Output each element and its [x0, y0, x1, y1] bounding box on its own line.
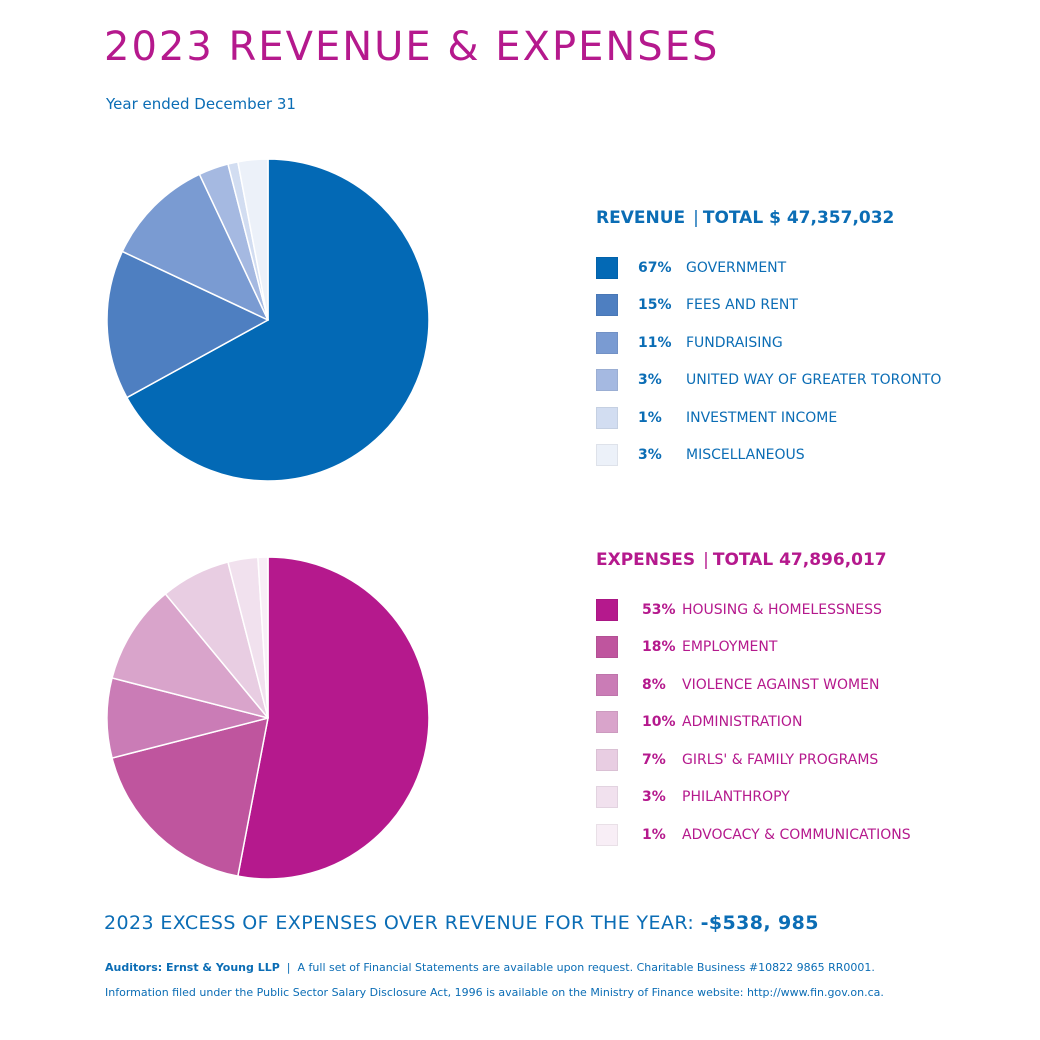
- revenue-legend-rows: 67% GOVERNMENT 15% FEES AND RENT 11% FUNDRAIS…: [596, 249, 941, 474]
- expenses-total: TOTAL 47,896,017: [712, 550, 887, 570]
- revenue-heading-separator: |: [693, 208, 699, 228]
- expenses-legend-percent: 1%: [642, 826, 666, 843]
- expenses-slice-housing-homelessness: [237, 556, 430, 880]
- revenue-legend-percent: 3%: [638, 447, 662, 464]
- page-title: 2023 REVENUE & EXPENSES: [104, 24, 720, 70]
- revenue-legend-swatch: [596, 256, 618, 279]
- excess-label: 2023 EXCESS OF EXPENSES OVER REVENUE FOR…: [104, 912, 701, 934]
- page-subtitle: Year ended December 31: [106, 95, 296, 113]
- expenses-legend-item: 7% GIRLS' & FAMILY PROGRAMS: [596, 741, 911, 779]
- revenue-pie-chart: [106, 158, 430, 482]
- expenses-slice-administration: [111, 593, 269, 719]
- expenses-legend-percent: 10%: [642, 714, 676, 731]
- footer-separator: |: [286, 961, 291, 974]
- expenses-legend: EXPENSES | TOTAL 47,896,017 53% HOUSING & H…: [596, 548, 911, 854]
- footer-line-1: Auditors: Ernst & Young LLP | A full set…: [105, 961, 875, 974]
- revenue-total: TOTAL $ 47,357,032: [702, 208, 895, 228]
- expenses-legend-item: 3% PHILANTHROPY: [596, 779, 911, 817]
- expenses-legend-percent: 18%: [642, 639, 676, 656]
- expenses-legend-percent: 3%: [642, 789, 666, 806]
- expenses-legend-swatch: [596, 711, 618, 734]
- expenses-legend-percent: 8%: [642, 676, 666, 693]
- excess-amount: -$538, 985: [700, 912, 819, 934]
- expenses-legend-heading: EXPENSES | TOTAL 47,896,017: [596, 548, 911, 572]
- excess-statement: 2023 EXCESS OF EXPENSES OVER REVENUE FOR…: [104, 912, 819, 934]
- expenses-legend-label: GIRLS' & FAMILY PROGRAMS: [682, 751, 879, 768]
- revenue-legend-item: 15% FEES AND RENT: [596, 287, 941, 325]
- expenses-pie-chart: [106, 556, 430, 880]
- expenses-legend-label: ADMINISTRATION: [682, 714, 803, 731]
- expenses-heading: EXPENSES: [596, 550, 696, 570]
- expenses-legend-item: 18% EMPLOYMENT: [596, 629, 911, 667]
- revenue-legend-item: 67% GOVERNMENT: [596, 249, 941, 287]
- revenue-legend-label: GOVERNMENT: [686, 259, 787, 276]
- expenses-slice-advocacy-communications: [257, 556, 269, 719]
- expenses-legend-label: ADVOCACY & COMMUNICATIONS: [682, 826, 911, 843]
- expenses-legend-item: 1% ADVOCACY & COMMUNICATIONS: [596, 816, 911, 854]
- revenue-slice-government: [126, 158, 430, 482]
- expenses-legend-percent: 7%: [642, 751, 666, 768]
- revenue-legend-label: UNITED WAY OF GREATER TORONTO: [686, 372, 942, 389]
- revenue-legend-item: 3% UNITED WAY OF GREATER TORONTO: [596, 362, 941, 400]
- revenue-legend-swatch: [596, 406, 618, 429]
- revenue-legend-percent: 1%: [638, 409, 662, 426]
- revenue-legend-item: 11% FUNDRAISING: [596, 324, 941, 362]
- expenses-legend-item: 53% HOUSING & HOMELESSNESS: [596, 591, 911, 629]
- expenses-legend-item: 10% ADMINISTRATION: [596, 704, 911, 742]
- revenue-legend-percent: 3%: [638, 372, 662, 389]
- expenses-legend-label: VIOLENCE AGAINST WOMEN: [682, 676, 880, 693]
- expenses-legend-swatch: [596, 786, 618, 809]
- revenue-legend-label: FEES AND RENT: [686, 297, 798, 314]
- footer-statements-note: A full set of Financial Statements are a…: [297, 961, 875, 974]
- expenses-legend-swatch: [596, 823, 618, 846]
- revenue-slice-fees-and-rent: [106, 250, 269, 399]
- expenses-legend-item: 8% VIOLENCE AGAINST WOMEN: [596, 666, 911, 704]
- revenue-heading: REVENUE: [596, 208, 686, 228]
- revenue-legend-swatch: [596, 369, 618, 392]
- revenue-legend-label: INVESTMENT INCOME: [686, 409, 838, 426]
- expenses-legend-label: EMPLOYMENT: [682, 639, 778, 656]
- revenue-legend-swatch: [596, 331, 618, 354]
- revenue-legend-percent: 67%: [638, 259, 672, 276]
- revenue-legend-swatch: [596, 444, 618, 467]
- revenue-legend-swatch: [596, 294, 618, 317]
- expenses-slice-employment: [111, 717, 269, 877]
- revenue-legend: REVENUE | TOTAL $ 47,357,032 67% GOVERNMENT…: [596, 206, 941, 474]
- expenses-legend-swatch: [596, 673, 618, 696]
- revenue-legend-item: 3% MISCELLANEOUS: [596, 437, 941, 475]
- revenue-slice-fundraising: [121, 173, 269, 321]
- expenses-legend-swatch: [596, 598, 618, 621]
- expenses-legend-swatch: [596, 748, 618, 771]
- expenses-heading-separator: |: [703, 550, 709, 570]
- footer-disclosure-note: Information filed under the Public Secto…: [105, 986, 884, 999]
- expenses-legend-swatch: [596, 636, 618, 659]
- expenses-legend-percent: 53%: [642, 601, 676, 618]
- revenue-legend-label: MISCELLANEOUS: [686, 447, 805, 464]
- expenses-legend-rows: 53% HOUSING & HOMELESSNESS 18% EMPLOYMENT 8%…: [596, 591, 911, 854]
- footer-line-2: Information filed under the Public Secto…: [105, 986, 884, 999]
- revenue-legend-percent: 15%: [638, 297, 672, 314]
- revenue-legend-item: 1% INVESTMENT INCOME: [596, 399, 941, 437]
- revenue-slice-miscellaneous: [237, 158, 269, 321]
- expenses-legend-label: PHILANTHROPY: [682, 789, 790, 806]
- expenses-legend-label: HOUSING & HOMELESSNESS: [682, 601, 882, 618]
- auditors-label: Auditors: Ernst & Young LLP: [105, 961, 280, 974]
- revenue-legend-heading: REVENUE | TOTAL $ 47,357,032: [596, 206, 941, 230]
- revenue-legend-label: FUNDRAISING: [686, 334, 783, 351]
- revenue-legend-percent: 11%: [638, 334, 672, 351]
